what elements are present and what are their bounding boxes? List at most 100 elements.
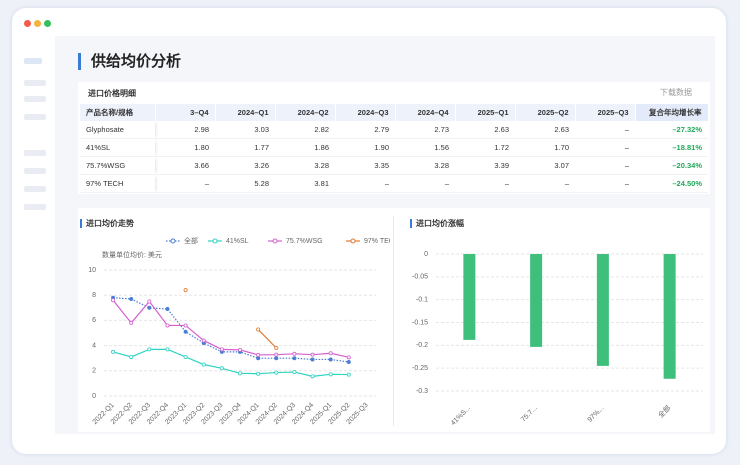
column-header: 3–Q4 [155, 104, 216, 121]
data-point [129, 354, 134, 359]
table-cell: 1.70 [515, 138, 575, 157]
price-table: 产品名称/规格 3–Q4 2024–Q1 2024–Q2 2024–Q3 2024–Q4 2… [80, 104, 709, 193]
table-cell: –20.34% [635, 156, 708, 175]
table-cell: 5.28 [215, 174, 275, 193]
y-tick-label: 10 [88, 267, 96, 274]
table-cell: 2.79 [335, 121, 395, 139]
legend-label: 75.7%WSG [286, 238, 323, 245]
table-row: 41%SL 1.80 1.77 1.86 1.90 1.56 1.72 1.70– –18.81… [80, 138, 708, 157]
bar-chart: 进口均价涨幅 0 -0.05 -0.1 -0.15 -0.2 -0.25 -0.3 41%S.… [410, 218, 703, 427]
table-row: Glyphosate 2.98 3.03 2.82 2.79 2.73 2.63 2.63– –… [80, 121, 708, 139]
table-cell: 75.7%WSG [80, 156, 155, 175]
bar [663, 254, 676, 379]
table-cell: 2.82 [275, 121, 335, 139]
table-cell: –27.32% [635, 121, 708, 139]
sidebar-item[interactable] [24, 114, 46, 120]
data-point [274, 352, 279, 357]
table-cell: 97% TECH [80, 174, 155, 193]
x-tick-label: 41%S... [450, 405, 472, 427]
page-title: 供给均价分析 [78, 53, 181, 70]
window-close[interactable] [24, 20, 31, 27]
series-line [112, 348, 349, 377]
y-tick-label: -0.25 [412, 365, 428, 372]
sidebar-item[interactable] [24, 80, 46, 86]
table-cell: 3.07 [515, 156, 575, 175]
title-accent [80, 219, 82, 228]
data-point [147, 347, 152, 352]
data-point [129, 296, 134, 301]
table-cell: 3.28 [395, 156, 455, 175]
data-point [346, 355, 351, 360]
data-point [165, 347, 170, 352]
data-point [129, 320, 134, 325]
table-cell: 1.90 [335, 138, 395, 157]
y-tick-label: 8 [92, 292, 96, 299]
table-cell: 3.03 [215, 121, 275, 139]
y-tick-label: -0.1 [416, 297, 428, 304]
data-point [183, 323, 188, 328]
bar [530, 254, 543, 347]
sidebar-item[interactable] [24, 58, 42, 64]
y-tick-label: -0.2 [416, 342, 428, 349]
table-cell: 1.56 [395, 138, 455, 157]
table-title: 进口价格明细 [88, 89, 136, 98]
table-cell: – [515, 174, 575, 193]
data-point [111, 298, 116, 303]
window-minimize[interactable] [34, 20, 41, 27]
sidebar-item[interactable] [24, 186, 46, 192]
sidebar-item[interactable] [24, 204, 46, 210]
x-tick-label: 全部 [656, 403, 672, 419]
table-cell: 1.80 [155, 138, 215, 157]
column-header[interactable]: 复合年均增长率 [635, 104, 709, 121]
series-line [113, 297, 349, 363]
data-point [310, 374, 315, 379]
sidebar-item[interactable] [24, 150, 46, 156]
data-point [111, 349, 116, 354]
table-cell: – [575, 138, 635, 157]
header-row: 产品名称/规格 3–Q4 2024–Q1 2024–Q2 2024–Q3 2024–Q4 2… [80, 104, 709, 121]
column-header: 2024–Q3 [335, 104, 396, 121]
y-tick-label: 0 [92, 393, 96, 400]
data-point [328, 372, 333, 377]
legend-marker [170, 238, 176, 244]
title-accent [410, 219, 412, 228]
table-cell: 3.26 [215, 156, 275, 175]
table-body: Glyphosate 2.98 3.03 2.82 2.79 2.73 2.63 2.63– –… [80, 121, 708, 193]
bar [463, 254, 476, 340]
y-axis-title: 数量单位均价: 美元 [102, 250, 162, 259]
data-point [147, 299, 152, 304]
column-header: 产品名称/规格 [80, 104, 156, 121]
table-cell: 3.66 [155, 156, 215, 175]
table-cell: 3.39 [455, 156, 515, 175]
chart-title: 进口均价涨幅 [416, 218, 464, 228]
bar [596, 254, 609, 366]
data-point [183, 354, 188, 359]
table-cell: 2.63 [515, 121, 575, 139]
download-button[interactable]: 下载数据 [660, 88, 692, 97]
data-point [183, 288, 188, 293]
legend-marker [350, 238, 356, 244]
table-row: 97% TECH –5.28 3.81– – – – – –24.50% [80, 174, 708, 193]
table-cell: –24.50% [635, 174, 708, 193]
data-point [237, 371, 242, 376]
data-point [201, 338, 206, 343]
data-point [274, 345, 279, 350]
column-header: 2025–Q2 [515, 104, 576, 121]
table-cell: 1.77 [215, 138, 275, 157]
table-cell: – [335, 174, 395, 193]
data-point [292, 351, 297, 356]
data-point [256, 352, 261, 357]
window-zoom[interactable] [44, 20, 51, 27]
data-point [201, 362, 206, 367]
data-point [310, 352, 315, 357]
sidebar-item[interactable] [24, 168, 46, 174]
data-point [256, 327, 261, 332]
y-tick-label: 2 [92, 368, 96, 375]
sidebar-item[interactable] [24, 96, 46, 102]
column-header: 2024–Q2 [275, 104, 336, 121]
table-cell: 41%SL [80, 138, 155, 157]
divider [393, 216, 394, 426]
table-cell: 3.81 [275, 174, 335, 193]
table-cell: 3.28 [275, 156, 335, 175]
